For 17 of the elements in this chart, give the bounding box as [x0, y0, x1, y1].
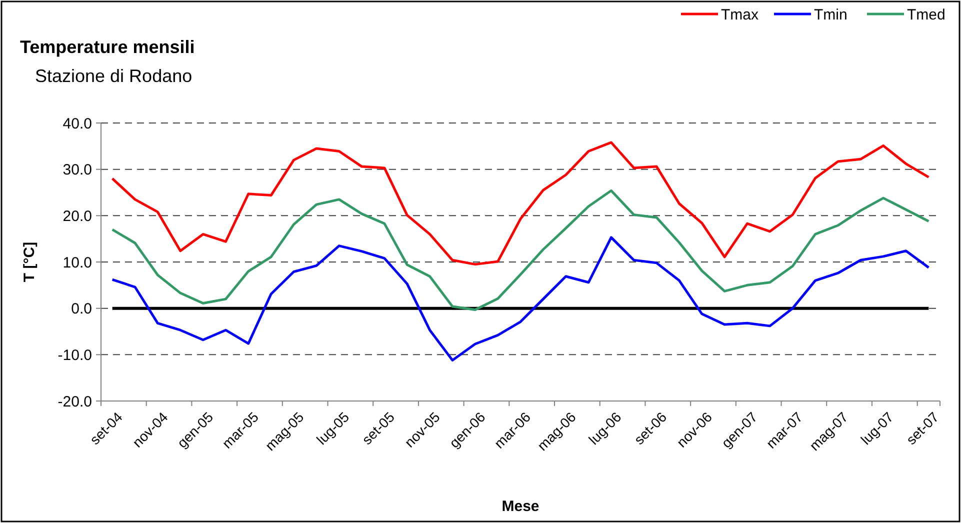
legend-label: Tmax: [721, 6, 759, 24]
legend-label: Tmin: [814, 6, 848, 24]
line-series: [111, 189, 930, 311]
y-tick-label: 0.0: [71, 300, 92, 318]
line-series: [111, 236, 930, 362]
y-tick-label: -10.0: [58, 346, 92, 364]
y-tick-label: 10.0: [62, 254, 92, 272]
y-tick-label: -20.0: [58, 393, 92, 410]
y-tick-label: 30.0: [62, 162, 92, 179]
y-axis-title: T [°C]: [21, 242, 38, 282]
legend-label: Tmed: [907, 6, 946, 24]
x-axis-title: Mese: [502, 498, 540, 515]
chart-subtitle: Stazione di Rodano: [35, 66, 192, 86]
y-tick-label: 40.0: [62, 115, 92, 132]
line-series: [111, 141, 930, 266]
y-tick-label: 20.0: [62, 208, 92, 225]
chart-title: Temperature mensili: [20, 37, 195, 57]
